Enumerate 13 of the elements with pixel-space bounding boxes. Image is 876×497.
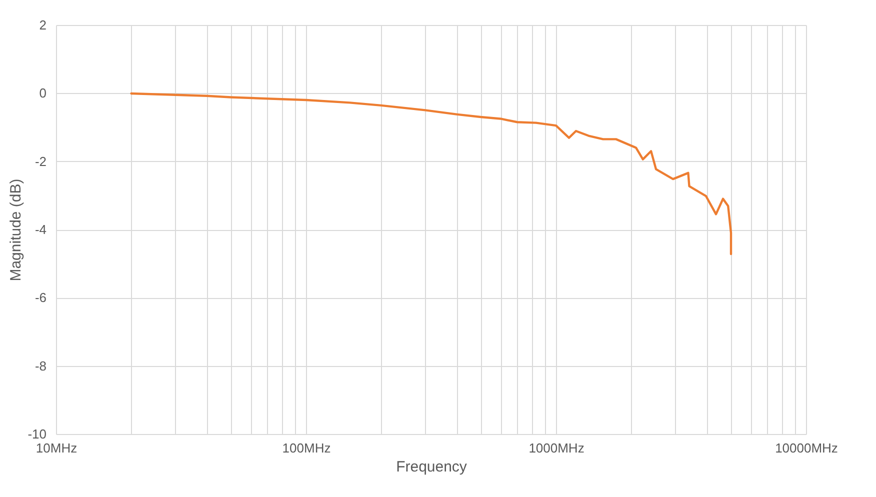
x-tick-label: 100MHz bbox=[282, 440, 331, 456]
y-axis-title: Magnitude (dB) bbox=[8, 178, 25, 282]
x-tick-label: 1000MHz bbox=[528, 440, 584, 456]
y-tick-label: -10 bbox=[28, 426, 46, 442]
y-tick-label: 2 bbox=[39, 18, 46, 32]
x-tick-label: 10MHz bbox=[36, 440, 78, 456]
x-tick-label: 10000MHz bbox=[775, 440, 838, 456]
y-tick-label: -6 bbox=[34, 290, 46, 306]
y-tick-label: -4 bbox=[34, 222, 46, 237]
y-tick-label: -8 bbox=[34, 358, 46, 374]
y-tick-label: 0 bbox=[39, 86, 46, 101]
y-tick-label: -2 bbox=[34, 154, 46, 169]
x-axis-title: Frequency bbox=[396, 458, 468, 476]
